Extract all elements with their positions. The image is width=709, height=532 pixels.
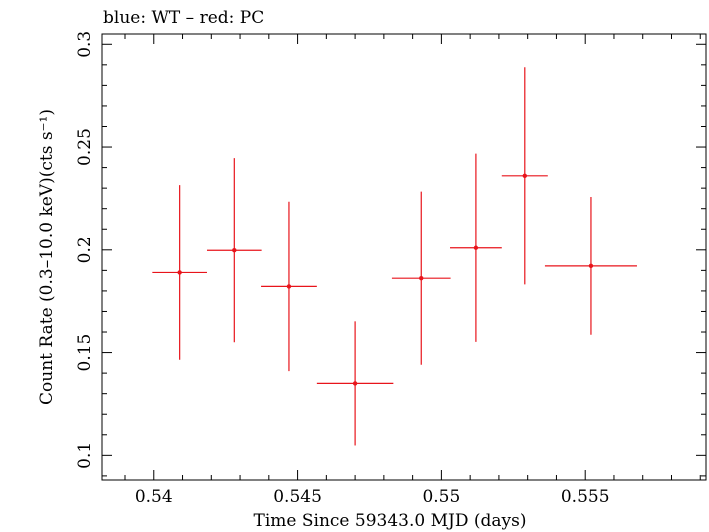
data-marker: [588, 263, 594, 269]
data-point: [450, 153, 502, 342]
x-tick-label: 0.54: [135, 487, 173, 507]
y-tick-label: 0.15: [75, 334, 95, 372]
data-marker: [473, 245, 479, 250]
data-series-pc: [152, 67, 637, 446]
y-tick-label: 0.2: [75, 236, 95, 263]
data-marker: [232, 248, 237, 253]
data-marker: [177, 270, 182, 275]
y-axis: 0.1 0.15 0.2 0.25 0.3: [75, 31, 706, 477]
data-marker: [286, 284, 292, 289]
x-axis-label: Time Since 59343.0 MJD (days): [254, 511, 527, 531]
data-marker: [522, 173, 527, 179]
chart-title: blue: WT – red: PC: [103, 8, 264, 28]
data-marker: [419, 275, 424, 281]
x-tick-label: 0.545: [273, 487, 322, 507]
data-point: [316, 321, 394, 446]
data-point: [501, 67, 548, 285]
y-tick-label: 0.1: [75, 442, 95, 469]
x-tick-label: 0.555: [561, 487, 610, 507]
y-axis-label: Count Rate (0.3–10.0 keV)(cts s⁻¹): [37, 109, 57, 405]
data-point: [206, 158, 262, 343]
data-point: [261, 201, 317, 372]
y-tick-label: 0.25: [75, 128, 95, 166]
x-tick-label: 0.55: [422, 487, 460, 507]
plot-frame: [101, 33, 707, 481]
data-point: [391, 191, 451, 365]
y-tick-label: 0.3: [75, 31, 95, 58]
data-point: [152, 185, 207, 360]
data-marker: [352, 381, 358, 386]
x-axis: 0.54 0.545 0.55 0.555: [124, 34, 701, 507]
data-point: [544, 196, 637, 335]
